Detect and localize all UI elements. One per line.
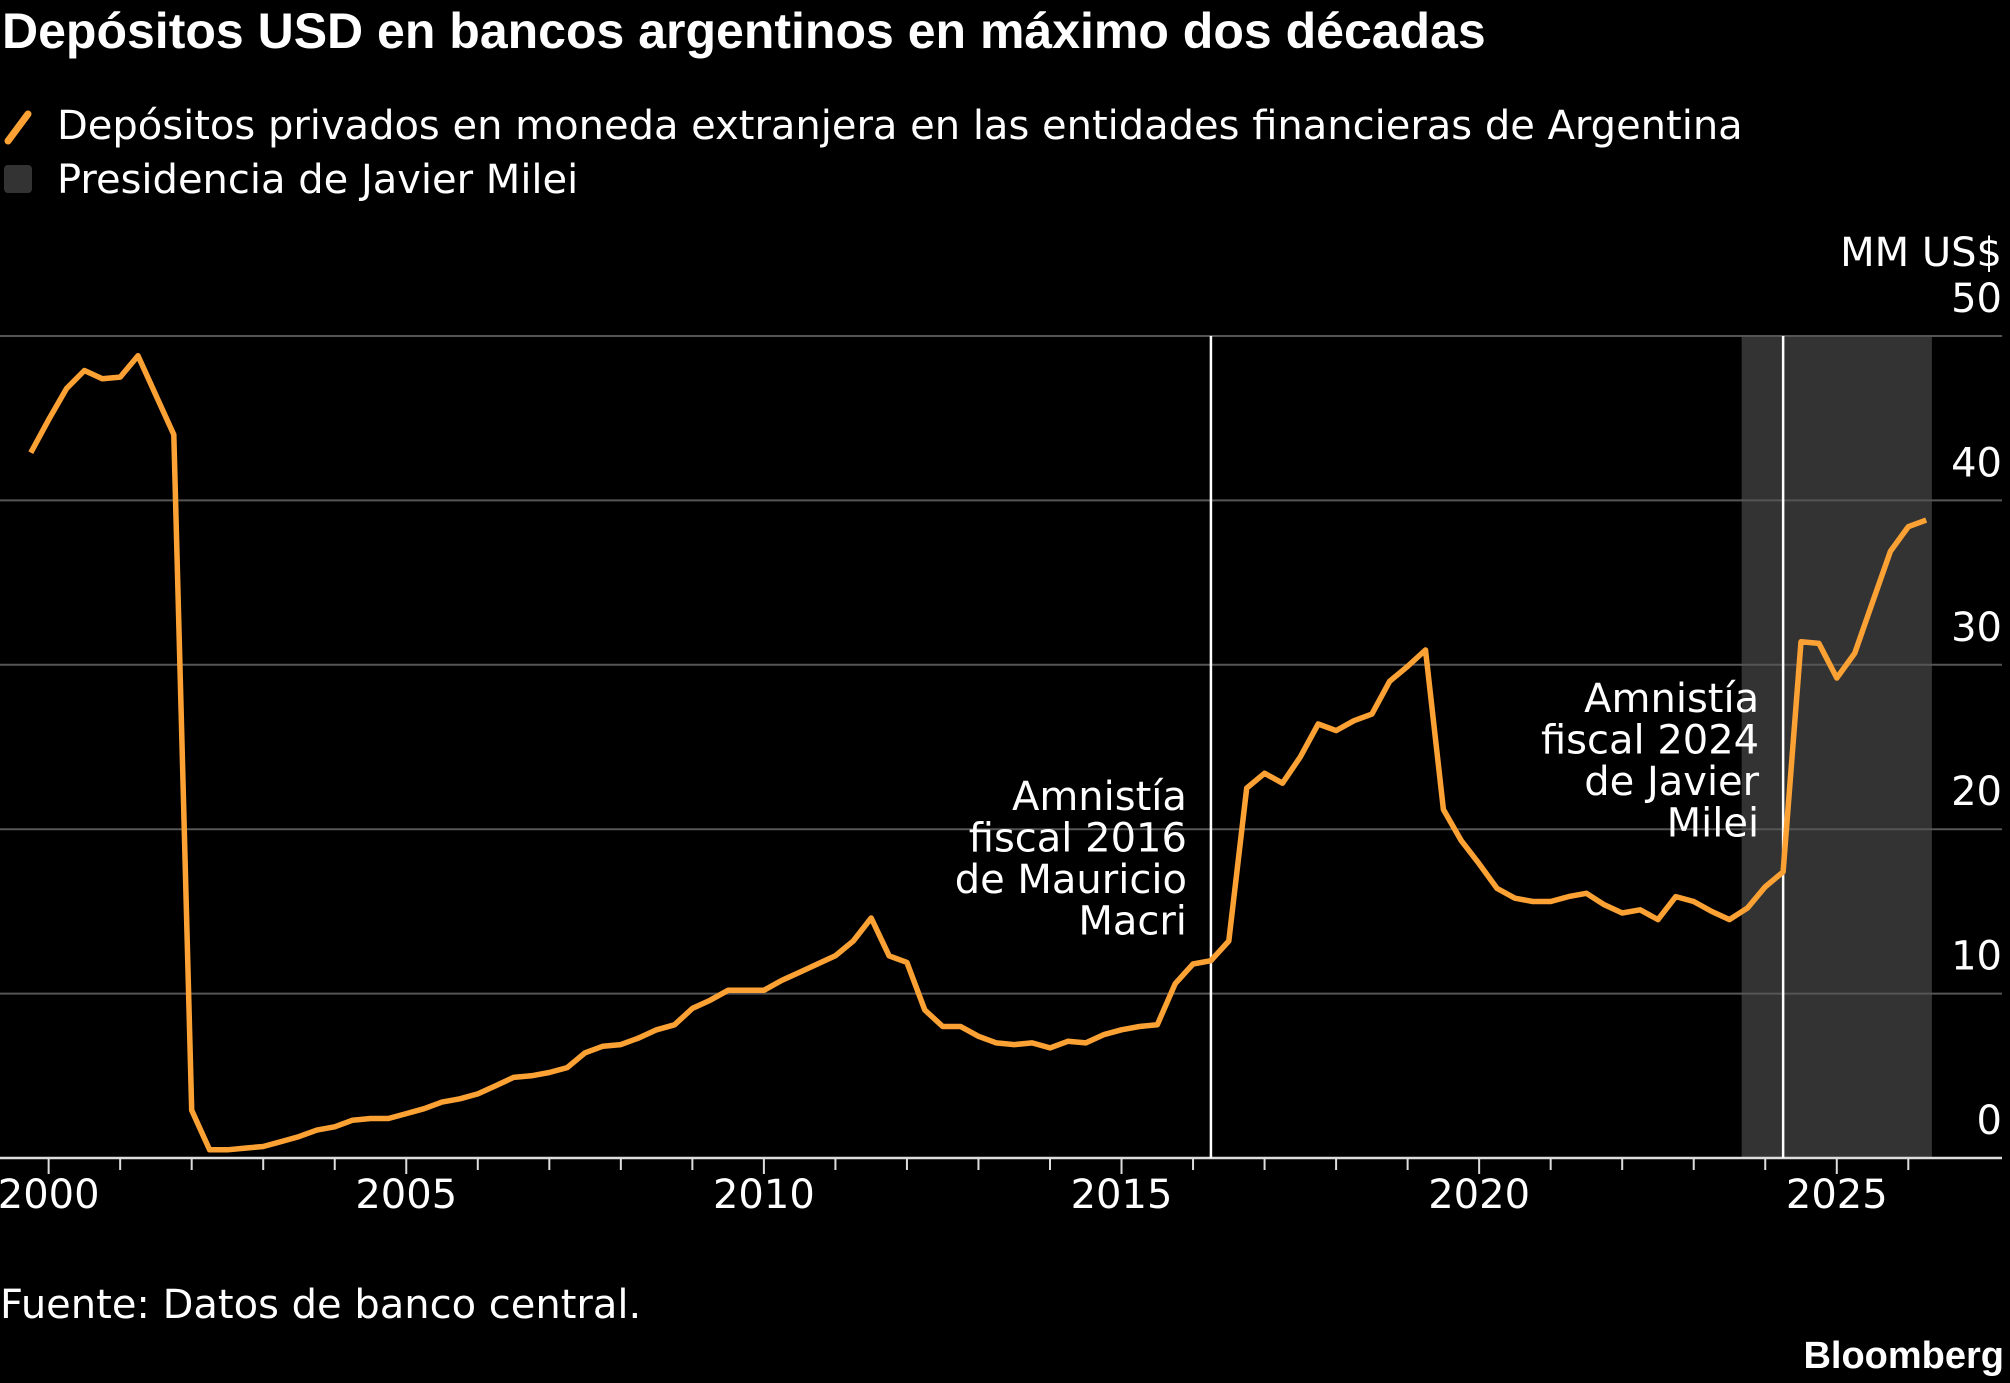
x-tick-label: 2025: [1786, 1172, 1888, 1218]
annotation-text: Amnistía: [1012, 774, 1187, 820]
x-tick-label: 2005: [355, 1172, 457, 1218]
annotation-text: fiscal 2016: [969, 816, 1187, 862]
annotation-text: Amnistía: [1584, 676, 1759, 722]
y-axis-label: MM US$: [1840, 230, 2002, 276]
annotation-text: Macri: [1078, 899, 1187, 945]
x-tick-label: 2010: [713, 1172, 815, 1218]
y-tick-label: 40: [1951, 440, 2002, 486]
shade: [1741, 336, 1932, 1158]
legend-label: Depósitos privados en moneda extranjera …: [57, 103, 1743, 149]
y-tick-label: 30: [1951, 605, 2002, 651]
legend-swatch: [4, 165, 32, 193]
y-tick-label: 0: [1977, 1098, 2002, 1144]
x-tick-label: 2000: [0, 1172, 100, 1218]
legend-swatch: [4, 110, 32, 145]
legend-label: Presidencia de Javier Milei: [57, 157, 578, 203]
x-tick-label: 2015: [1071, 1172, 1173, 1218]
y-tick-label: 50: [1951, 276, 2002, 322]
annotation-text: fiscal 2024: [1541, 718, 1759, 764]
data-line: [28, 352, 1928, 1153]
chart-title: Depósitos USD en bancos argentinos en má…: [2, 3, 1486, 59]
y-tick-label: 10: [1951, 934, 2002, 980]
x-tick-label: 2020: [1428, 1172, 1530, 1218]
brand: Bloomberg: [1803, 1335, 2004, 1377]
annotation-text: de Javier: [1584, 759, 1759, 805]
annotation-text: de Mauricio: [955, 857, 1187, 903]
y-tick-label: 20: [1951, 769, 2002, 815]
source: Fuente: Datos de banco central.: [0, 1282, 641, 1328]
annotation-text: Milei: [1667, 801, 1759, 847]
